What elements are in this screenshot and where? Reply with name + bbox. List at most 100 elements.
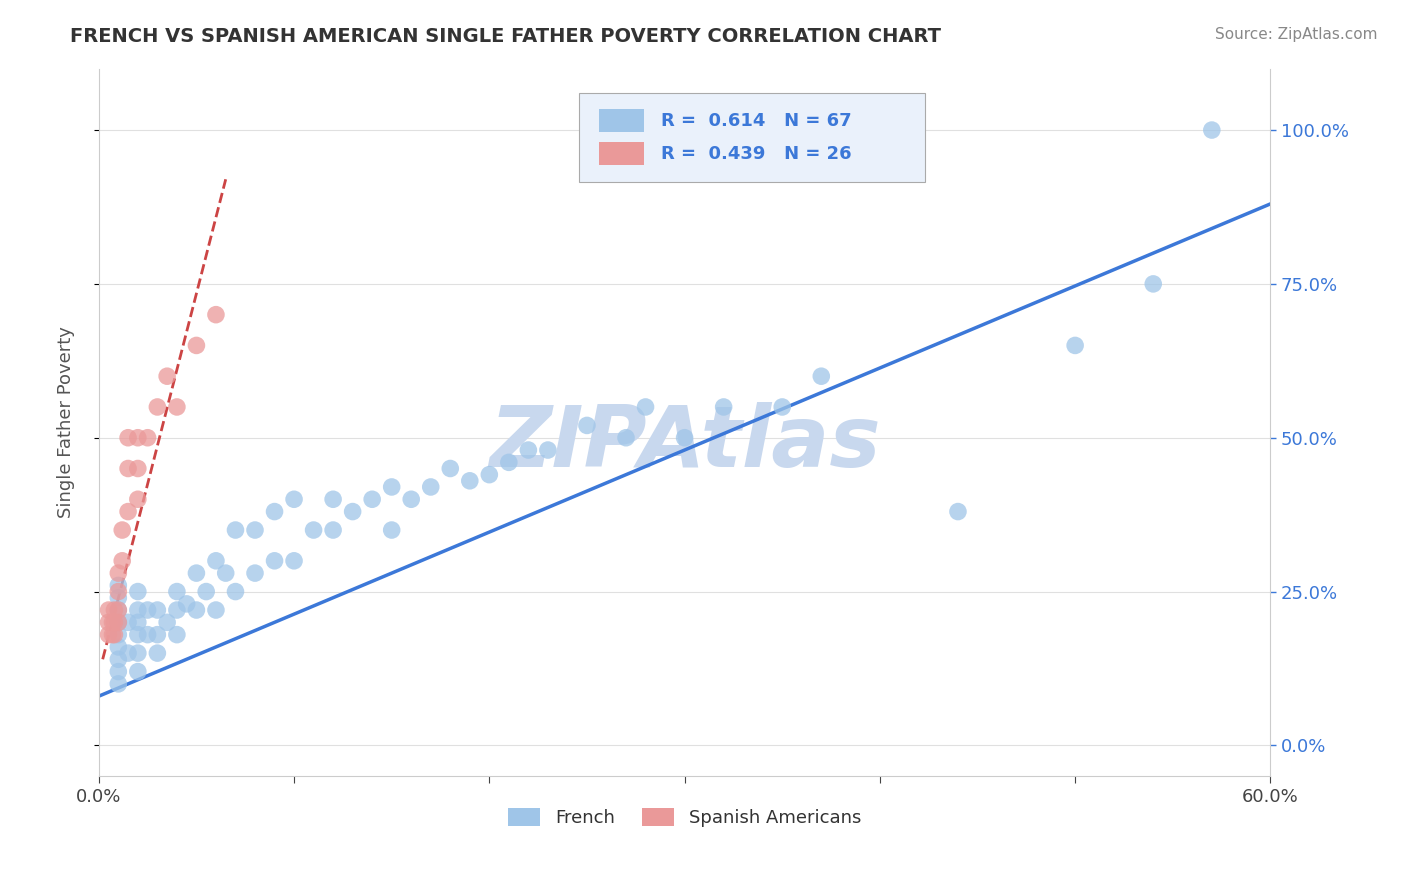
Point [243,523,266,537]
Point [215,566,238,581]
Point [537,443,560,458]
Point [127,492,149,507]
Point [770,400,793,414]
Point [673,431,696,445]
Point [107,584,129,599]
Point [399,492,422,507]
Point [146,400,169,414]
Point [127,615,149,630]
Point [186,338,208,352]
Point [166,627,188,641]
Point [361,492,384,507]
Point [107,627,129,641]
Point [127,665,149,679]
Point [205,554,228,568]
Point [146,603,169,617]
Point [439,461,461,475]
Text: R =  0.614   N = 67: R = 0.614 N = 67 [661,112,852,129]
Point [156,369,179,384]
FancyBboxPatch shape [599,142,644,166]
Point [101,627,124,641]
Point [195,584,218,599]
Point [107,640,129,654]
FancyBboxPatch shape [599,109,644,132]
Point [136,603,159,617]
Point [166,400,188,414]
Point [283,492,305,507]
Point [97,603,120,617]
Point [166,603,188,617]
Point [107,652,129,666]
Point [127,603,149,617]
Point [322,492,344,507]
Point [107,615,129,630]
Point [111,554,134,568]
Point [136,627,159,641]
Point [107,665,129,679]
Point [263,505,285,519]
Point [186,566,208,581]
Point [166,584,188,599]
Text: ZIPAtlas: ZIPAtlas [489,402,880,485]
Point [117,431,139,445]
Point [127,584,149,599]
Point [156,615,179,630]
Point [205,603,228,617]
Text: FRENCH VS SPANISH AMERICAN SINGLE FATHER POVERTY CORRELATION CHART: FRENCH VS SPANISH AMERICAN SINGLE FATHER… [70,27,941,45]
Point [810,369,832,384]
Text: R =  0.439   N = 26: R = 0.439 N = 26 [661,145,852,163]
Point [1142,277,1164,291]
Point [127,431,149,445]
Point [103,627,125,641]
Point [127,461,149,475]
Point [101,615,124,630]
Point [575,418,598,433]
Point [117,646,139,660]
Point [127,646,149,660]
Point [97,627,120,641]
Point [498,455,520,469]
Point [107,578,129,592]
Point [127,627,149,641]
Point [1201,123,1223,137]
Point [713,400,735,414]
Point [107,603,129,617]
Point [322,523,344,537]
Y-axis label: Single Father Poverty: Single Father Poverty [58,326,75,518]
Point [176,597,198,611]
Text: Source: ZipAtlas.com: Source: ZipAtlas.com [1215,27,1378,42]
Point [107,591,129,605]
Point [224,523,246,537]
Point [458,474,481,488]
FancyBboxPatch shape [579,94,925,182]
Legend: French, Spanish Americans: French, Spanish Americans [501,801,869,834]
Point [146,627,169,641]
Point [117,615,139,630]
Point [107,615,129,630]
Point [136,431,159,445]
Point [263,554,285,568]
Point [111,523,134,537]
Point [342,505,364,519]
Point [614,431,637,445]
Point [224,584,246,599]
Point [517,443,540,458]
Point [478,467,501,482]
Point [107,677,129,691]
Point [381,480,404,494]
Point [103,603,125,617]
Point [283,554,305,568]
Point [97,615,120,630]
Point [381,523,404,537]
Point [946,505,969,519]
Point [205,308,228,322]
Point [302,523,325,537]
Point [107,566,129,581]
Point [419,480,441,494]
Point [117,505,139,519]
Point [243,566,266,581]
Point [107,603,129,617]
Point [1064,338,1087,352]
Point [186,603,208,617]
Point [117,461,139,475]
